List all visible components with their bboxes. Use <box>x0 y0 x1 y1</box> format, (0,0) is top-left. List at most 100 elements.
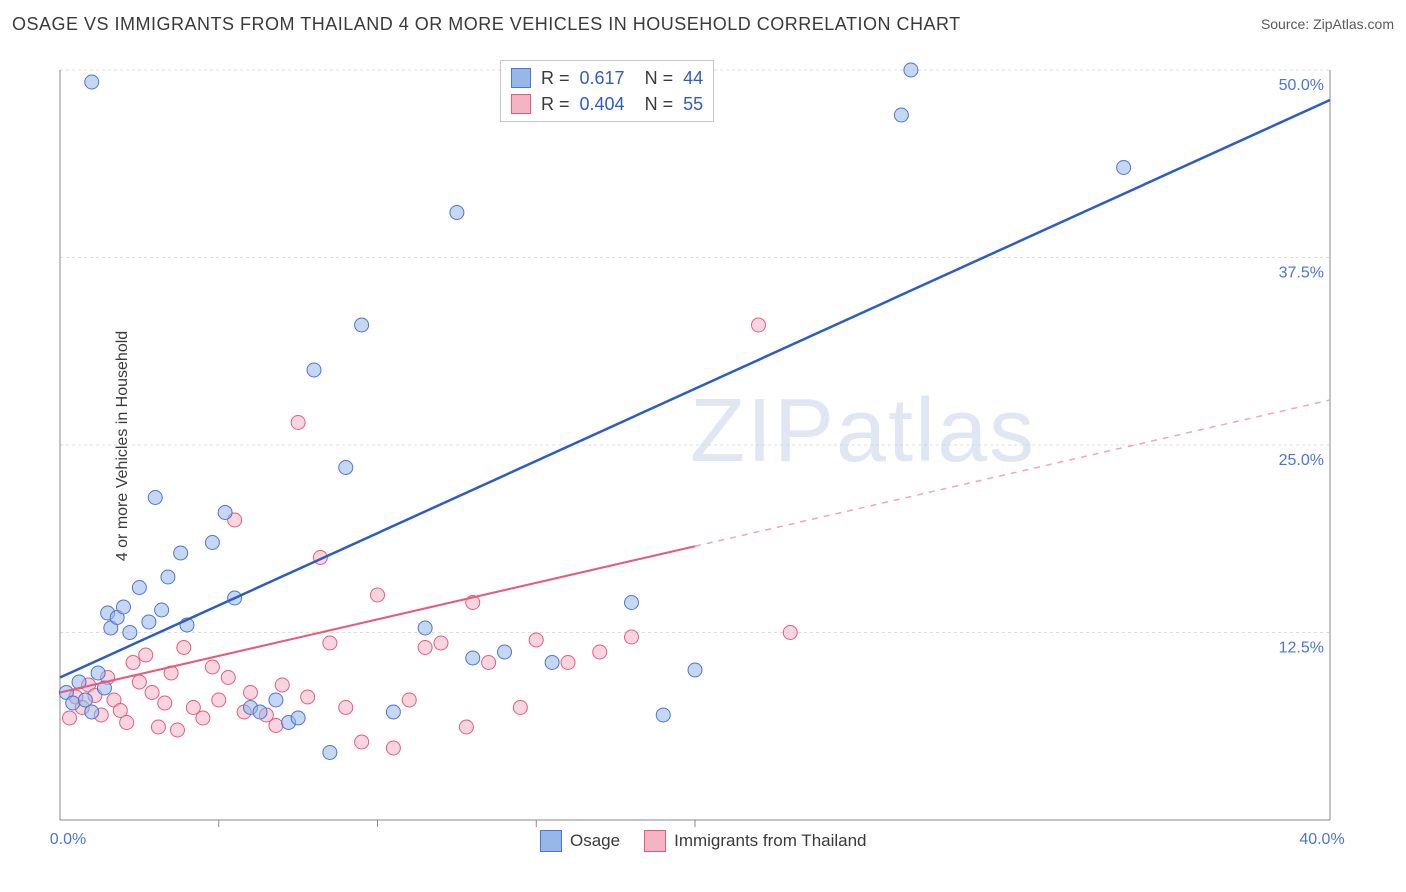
data-point <box>307 363 321 377</box>
data-point <box>291 711 305 725</box>
data-point <box>529 633 543 647</box>
data-point <box>221 671 235 685</box>
legend-label: Immigrants from Thailand <box>674 831 866 851</box>
data-point <box>132 581 146 595</box>
stat-key: R = <box>541 65 570 91</box>
data-point <box>625 630 639 644</box>
series-legend: Osage Immigrants from Thailand <box>540 830 867 852</box>
source-label: Source: ZipAtlas.com <box>1261 16 1394 32</box>
data-point <box>139 648 153 662</box>
stat-r-value: 0.617 <box>580 65 625 91</box>
data-point <box>418 641 432 655</box>
y-tick-label: 12.5% <box>1279 640 1324 657</box>
data-point <box>91 666 105 680</box>
stat-r-value: 0.404 <box>580 91 625 117</box>
data-point <box>85 75 99 89</box>
data-point <box>151 720 165 734</box>
legend-swatch-icon <box>540 830 562 852</box>
data-point <box>894 108 908 122</box>
data-point <box>355 318 369 332</box>
data-point <box>656 708 670 722</box>
data-point <box>323 746 337 760</box>
data-point <box>155 603 169 617</box>
chart-header: OSAGE VS IMMIGRANTS FROM THAILAND 4 OR M… <box>12 14 1394 42</box>
data-point <box>269 719 283 733</box>
data-point <box>386 705 400 719</box>
chart-title: OSAGE VS IMMIGRANTS FROM THAILAND 4 OR M… <box>12 14 961 34</box>
data-point <box>466 651 480 665</box>
data-point <box>482 656 496 670</box>
stat-n-value: 55 <box>683 91 703 117</box>
data-point <box>545 656 559 670</box>
stat-key: N = <box>635 65 674 91</box>
data-point <box>253 705 267 719</box>
statistics-legend-box: R = 0.617 N = 44R = 0.404 N = 55 <box>500 60 714 122</box>
data-point <box>205 536 219 550</box>
data-point <box>126 656 140 670</box>
data-point <box>1117 161 1131 175</box>
data-point <box>561 656 575 670</box>
data-point <box>269 693 283 707</box>
legend-label: Osage <box>570 831 620 851</box>
legend-swatch-icon <box>511 68 531 88</box>
data-point <box>688 663 702 677</box>
data-point <box>371 588 385 602</box>
data-point <box>244 686 258 700</box>
data-point <box>783 626 797 640</box>
data-point <box>158 696 172 710</box>
data-point <box>513 701 527 715</box>
data-point <box>63 711 77 725</box>
data-point <box>450 206 464 220</box>
plot-svg: 12.5% 25.0% 37.5% 50.0% 0.0% 40.0% <box>50 60 1350 850</box>
legend-swatch-icon <box>511 94 531 114</box>
legend-item: Immigrants from Thailand <box>644 830 866 852</box>
data-point <box>386 741 400 755</box>
scatter-plot: 12.5%25.0%37.5%50.0%0.0%40.0% ZIPatlas R… <box>50 60 1350 850</box>
data-point <box>117 600 131 614</box>
data-point <box>161 570 175 584</box>
data-point <box>218 506 232 520</box>
data-point <box>625 596 639 610</box>
data-point <box>148 491 162 505</box>
data-point <box>275 678 289 692</box>
data-point <box>402 693 416 707</box>
data-point <box>132 675 146 689</box>
legend-swatch-icon <box>644 830 666 852</box>
data-point <box>355 735 369 749</box>
trend-line-extrapolated <box>695 400 1330 546</box>
data-point <box>498 645 512 659</box>
x-tick-label: 40.0% <box>1299 831 1344 848</box>
data-point <box>123 626 137 640</box>
data-point <box>212 693 226 707</box>
data-point <box>291 416 305 430</box>
stat-key: R = <box>541 91 570 117</box>
data-point <box>418 621 432 635</box>
data-point <box>339 461 353 475</box>
y-tick-label: 37.5% <box>1279 265 1324 282</box>
data-point <box>85 705 99 719</box>
data-point <box>904 63 918 77</box>
stat-key: N = <box>635 91 674 117</box>
data-point <box>174 546 188 560</box>
data-point <box>434 636 448 650</box>
trend-line <box>60 100 1330 678</box>
data-point <box>170 723 184 737</box>
stats-row: R = 0.404 N = 55 <box>511 91 703 117</box>
y-tick-label: 50.0% <box>1279 77 1324 94</box>
data-point <box>593 645 607 659</box>
y-tick-label: 25.0% <box>1279 452 1324 469</box>
data-point <box>145 686 159 700</box>
x-tick-label: 0.0% <box>50 831 86 848</box>
stat-n-value: 44 <box>683 65 703 91</box>
data-point <box>196 711 210 725</box>
data-point <box>205 660 219 674</box>
data-point <box>120 716 134 730</box>
data-point <box>323 636 337 650</box>
legend-item: Osage <box>540 830 620 852</box>
data-point <box>66 696 80 710</box>
data-point <box>339 701 353 715</box>
data-point <box>752 318 766 332</box>
data-point <box>177 641 191 655</box>
stats-row: R = 0.617 N = 44 <box>511 65 703 91</box>
data-point <box>301 690 315 704</box>
